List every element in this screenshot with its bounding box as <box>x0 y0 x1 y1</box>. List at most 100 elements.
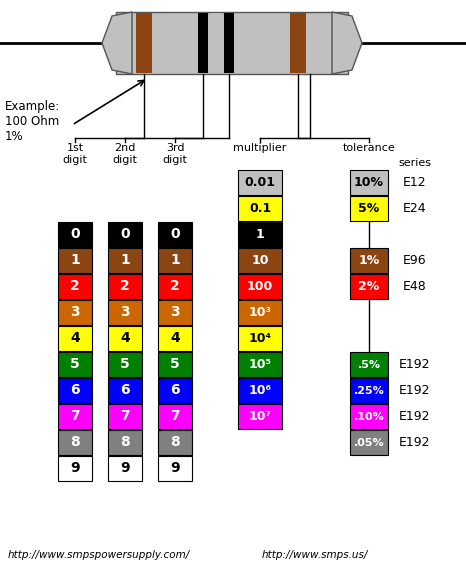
Text: 1: 1 <box>170 253 180 268</box>
Text: .10%: .10% <box>354 412 384 421</box>
Text: http://www.smps.us/: http://www.smps.us/ <box>262 550 369 560</box>
Text: series: series <box>398 158 432 168</box>
Bar <box>238 326 282 351</box>
Polygon shape <box>102 12 132 74</box>
Text: 0: 0 <box>170 227 180 242</box>
Text: 0.1: 0.1 <box>249 202 271 215</box>
Bar <box>58 222 92 247</box>
Bar <box>238 222 282 247</box>
Bar <box>136 13 152 73</box>
Text: 2: 2 <box>170 280 180 294</box>
Text: 8: 8 <box>170 435 180 450</box>
Bar <box>108 300 142 325</box>
Bar <box>108 456 142 481</box>
Text: 6: 6 <box>120 383 130 397</box>
Bar <box>211 13 221 73</box>
Text: 10⁵: 10⁵ <box>248 358 272 371</box>
Bar <box>238 300 282 325</box>
Bar <box>238 170 282 195</box>
Text: 9: 9 <box>70 462 80 476</box>
Text: http://www.smpspowersupply.com/: http://www.smpspowersupply.com/ <box>8 550 190 560</box>
Bar <box>108 222 142 247</box>
Text: 10⁴: 10⁴ <box>248 332 272 345</box>
Bar <box>350 248 388 273</box>
Bar <box>158 326 192 351</box>
Text: E48: E48 <box>403 280 427 293</box>
Text: 8: 8 <box>120 435 130 450</box>
Text: 1: 1 <box>120 253 130 268</box>
Text: multiplier: multiplier <box>233 143 287 153</box>
Bar <box>58 274 92 299</box>
Bar <box>108 248 142 273</box>
Bar <box>350 170 388 195</box>
Text: E12: E12 <box>403 176 427 189</box>
Bar <box>108 352 142 377</box>
Bar <box>116 12 348 74</box>
Text: 3: 3 <box>120 306 130 319</box>
Bar <box>158 248 192 273</box>
Bar <box>290 13 306 73</box>
Text: 10⁶: 10⁶ <box>248 384 272 397</box>
Bar <box>108 326 142 351</box>
Polygon shape <box>332 12 362 74</box>
Text: 10³: 10³ <box>248 306 272 319</box>
Bar <box>158 378 192 403</box>
Text: 0: 0 <box>70 227 80 242</box>
Text: .5%: .5% <box>357 359 381 370</box>
Bar <box>108 274 142 299</box>
Bar <box>58 430 92 455</box>
Text: 5%: 5% <box>358 202 380 215</box>
Text: 1: 1 <box>256 228 264 241</box>
Bar <box>238 352 282 377</box>
Text: 6: 6 <box>70 383 80 397</box>
Text: 5: 5 <box>170 358 180 371</box>
Bar <box>58 352 92 377</box>
Text: 10%: 10% <box>354 176 384 189</box>
Bar <box>198 13 208 73</box>
Text: 100: 100 <box>247 280 273 293</box>
Text: 3: 3 <box>170 306 180 319</box>
Text: 4: 4 <box>120 332 130 345</box>
Bar <box>158 222 192 247</box>
Bar <box>350 274 388 299</box>
Text: 1: 1 <box>70 253 80 268</box>
Bar <box>350 404 388 429</box>
Bar <box>58 248 92 273</box>
Bar <box>158 404 192 429</box>
Text: 10: 10 <box>251 254 269 267</box>
Text: E192: E192 <box>399 384 431 397</box>
Bar <box>350 196 388 221</box>
Text: .25%: .25% <box>354 386 384 396</box>
Bar <box>158 456 192 481</box>
Bar <box>238 274 282 299</box>
Bar <box>158 352 192 377</box>
Bar <box>158 430 192 455</box>
Text: 7: 7 <box>70 409 80 424</box>
Text: E192: E192 <box>399 436 431 449</box>
Text: 3rd
digit: 3rd digit <box>163 143 187 164</box>
Text: 3: 3 <box>70 306 80 319</box>
Text: 8: 8 <box>70 435 80 450</box>
Bar <box>350 430 388 455</box>
Text: E24: E24 <box>403 202 427 215</box>
Text: 2: 2 <box>70 280 80 294</box>
Bar <box>350 378 388 403</box>
Text: 5: 5 <box>120 358 130 371</box>
Bar <box>58 300 92 325</box>
Text: 4: 4 <box>170 332 180 345</box>
Text: 4: 4 <box>70 332 80 345</box>
Text: 9: 9 <box>170 462 180 476</box>
Bar <box>108 404 142 429</box>
Text: 1st
digit: 1st digit <box>62 143 88 164</box>
Text: E192: E192 <box>399 358 431 371</box>
Bar <box>238 196 282 221</box>
Text: 1%: 1% <box>358 254 380 267</box>
Bar <box>238 404 282 429</box>
Bar <box>58 378 92 403</box>
Bar <box>58 326 92 351</box>
Text: 6: 6 <box>170 383 180 397</box>
Text: 2: 2 <box>120 280 130 294</box>
Bar <box>158 300 192 325</box>
Text: 7: 7 <box>120 409 130 424</box>
Text: Example:
100 Ohm
1%: Example: 100 Ohm 1% <box>5 100 60 143</box>
